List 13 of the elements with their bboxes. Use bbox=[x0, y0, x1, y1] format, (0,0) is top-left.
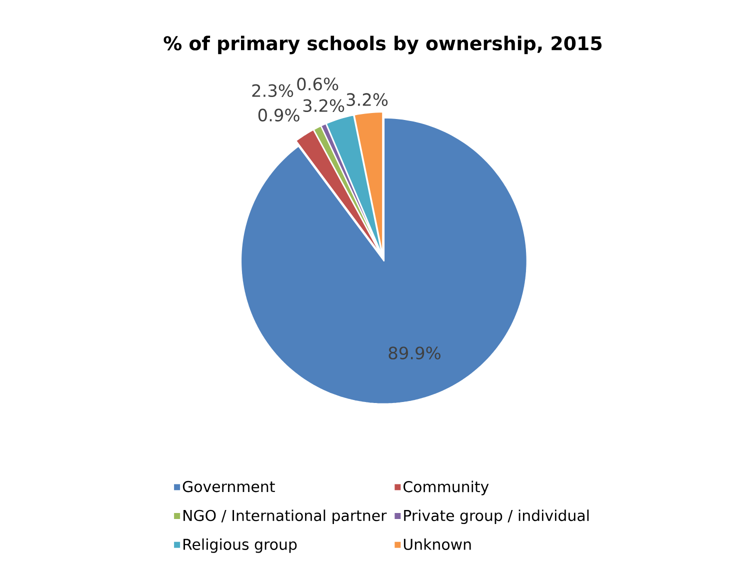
legend-label: Religious group bbox=[184, 538, 297, 553]
legend-label: Private group / individual bbox=[404, 510, 589, 524]
legend-label: Government bbox=[182, 480, 275, 492]
chart-title: % of primary schools by ownership, 2015 bbox=[164, 36, 602, 54]
data-label: 0.9% bbox=[258, 108, 300, 122]
legend-label: Unknown bbox=[404, 538, 471, 550]
data-label: 89.9% bbox=[388, 346, 440, 360]
legend-label: Community bbox=[404, 480, 489, 496]
data-label: 3.2% bbox=[303, 99, 344, 112]
data-label: 2.3% bbox=[252, 84, 294, 98]
legend-label: NGO / International partner bbox=[184, 510, 387, 524]
data-label: 0.6% bbox=[297, 78, 338, 90]
data-label: 3.2% bbox=[346, 93, 388, 106]
